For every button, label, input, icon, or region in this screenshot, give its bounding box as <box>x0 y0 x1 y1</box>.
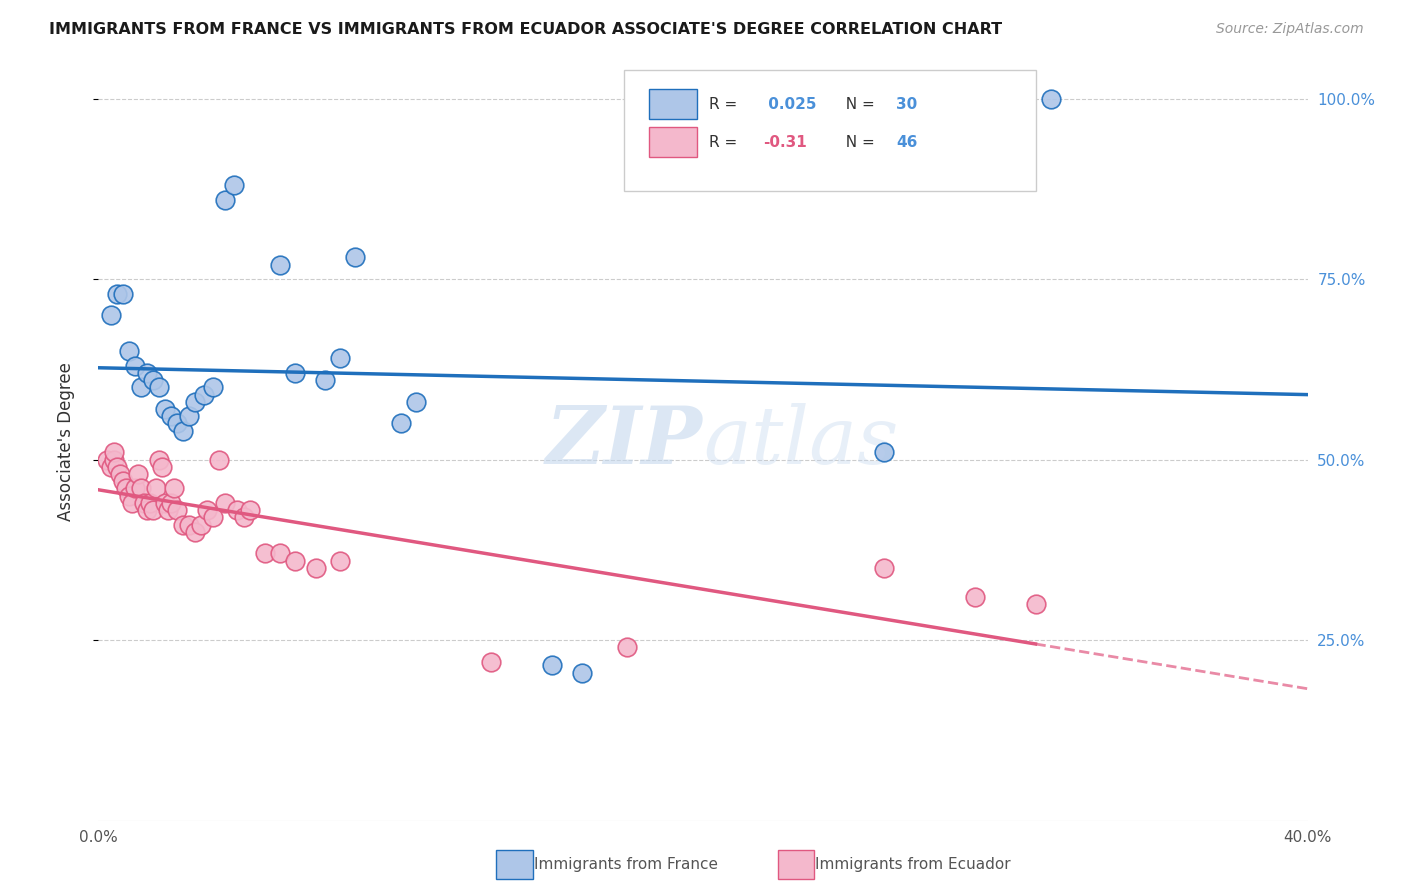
Point <box>179 409 201 424</box>
Y-axis label: Associate's Degree: Associate's Degree <box>56 362 75 521</box>
Text: N =: N = <box>837 135 880 150</box>
Point <box>100 459 122 474</box>
Point <box>96 452 118 467</box>
Point <box>156 503 179 517</box>
Point <box>145 482 167 496</box>
Point <box>118 344 141 359</box>
Point <box>873 561 896 575</box>
Point <box>214 496 236 510</box>
Point <box>142 373 165 387</box>
Point <box>153 402 176 417</box>
Point <box>166 503 188 517</box>
Text: IMMIGRANTS FROM FRANCE VS IMMIGRANTS FROM ECUADOR ASSOCIATE'S DEGREE CORRELATION: IMMIGRANTS FROM FRANCE VS IMMIGRANTS FRO… <box>49 22 1002 37</box>
Point <box>172 424 194 438</box>
Text: -0.31: -0.31 <box>763 135 807 150</box>
Point <box>481 655 503 669</box>
Point <box>121 496 143 510</box>
Point <box>148 380 170 394</box>
Point <box>124 359 146 373</box>
Point <box>329 351 352 366</box>
Point <box>135 366 157 380</box>
Text: Source: ZipAtlas.com: Source: ZipAtlas.com <box>1216 22 1364 37</box>
Point <box>103 445 125 459</box>
Point <box>269 546 291 560</box>
Point <box>284 554 307 568</box>
Text: Immigrants from France: Immigrants from France <box>534 857 718 871</box>
Text: Immigrants from Ecuador: Immigrants from Ecuador <box>815 857 1011 871</box>
Point <box>284 366 307 380</box>
Point <box>616 640 638 655</box>
Point <box>184 394 207 409</box>
FancyBboxPatch shape <box>624 70 1035 191</box>
Point <box>202 380 225 394</box>
Point <box>193 387 215 401</box>
Point <box>111 286 134 301</box>
Point <box>135 503 157 517</box>
Point <box>1039 91 1062 105</box>
Point <box>129 380 152 394</box>
Point <box>214 193 236 207</box>
Point <box>172 517 194 532</box>
Point <box>148 452 170 467</box>
FancyBboxPatch shape <box>648 89 697 120</box>
Point <box>208 452 231 467</box>
Point <box>124 482 146 496</box>
Point <box>100 308 122 322</box>
Point <box>153 496 176 510</box>
Point <box>150 459 173 474</box>
FancyBboxPatch shape <box>648 127 697 157</box>
Point <box>139 496 162 510</box>
Point <box>179 517 201 532</box>
Point <box>195 503 218 517</box>
Point <box>190 517 212 532</box>
Point <box>571 665 593 680</box>
Point <box>226 503 249 517</box>
Point <box>269 258 291 272</box>
Point <box>105 286 128 301</box>
Text: N =: N = <box>837 96 880 112</box>
Point <box>239 503 262 517</box>
Point <box>163 482 186 496</box>
Point <box>184 524 207 539</box>
Point <box>160 496 183 510</box>
Point <box>314 373 336 387</box>
Point <box>105 459 128 474</box>
Point <box>160 409 183 424</box>
Point <box>108 467 131 481</box>
Point <box>114 482 136 496</box>
Point <box>232 510 254 524</box>
Text: R =: R = <box>709 135 742 150</box>
Point <box>111 475 134 489</box>
Point <box>118 489 141 503</box>
Point <box>873 445 896 459</box>
Text: 30: 30 <box>897 96 918 112</box>
Point <box>142 503 165 517</box>
Point <box>1024 597 1046 611</box>
Point <box>389 417 412 431</box>
Point <box>132 496 155 510</box>
Point <box>305 561 328 575</box>
Point <box>224 178 246 193</box>
Text: R =: R = <box>709 96 742 112</box>
Point <box>129 482 152 496</box>
Point <box>405 394 427 409</box>
Text: 0.025: 0.025 <box>763 96 817 112</box>
Point <box>329 554 352 568</box>
Point <box>540 658 562 673</box>
Text: atlas: atlas <box>703 403 898 480</box>
Point <box>344 251 367 265</box>
Point <box>253 546 276 560</box>
Point <box>202 510 225 524</box>
Text: 46: 46 <box>897 135 918 150</box>
Point <box>103 452 125 467</box>
Point <box>127 467 149 481</box>
Point <box>166 417 188 431</box>
Text: ZIP: ZIP <box>546 403 703 480</box>
Point <box>965 590 987 604</box>
